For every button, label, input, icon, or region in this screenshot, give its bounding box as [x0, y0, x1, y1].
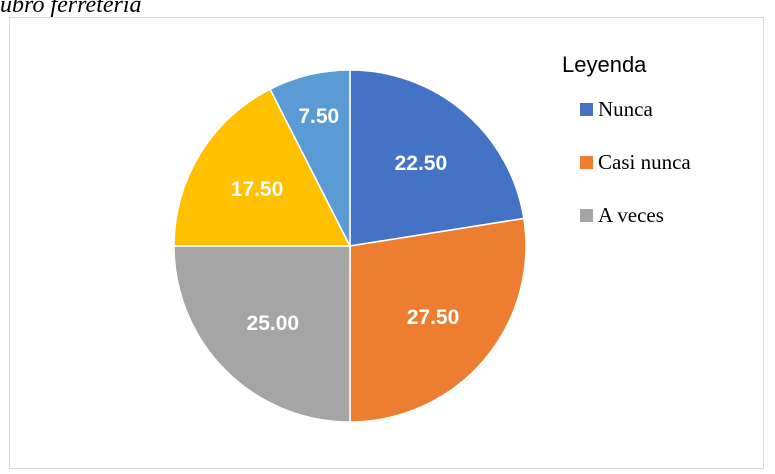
legend-swatch — [580, 103, 593, 116]
legend: Leyenda Nunca Casi nunca A veces — [562, 52, 691, 227]
data-label: 27.50 — [407, 306, 460, 329]
data-label: 25.00 — [247, 312, 300, 335]
legend-swatch — [580, 209, 593, 222]
legend-label: A veces — [598, 203, 664, 227]
data-label: 7.50 — [298, 105, 339, 128]
legend-swatch — [580, 156, 593, 169]
pie-slices — [174, 70, 526, 422]
data-label: 22.50 — [395, 152, 448, 175]
legend-title: Leyenda — [562, 52, 647, 77]
legend-label: Casi nunca — [598, 150, 691, 174]
legend-label: Nunca — [598, 97, 653, 121]
data-label: 17.50 — [231, 178, 284, 201]
